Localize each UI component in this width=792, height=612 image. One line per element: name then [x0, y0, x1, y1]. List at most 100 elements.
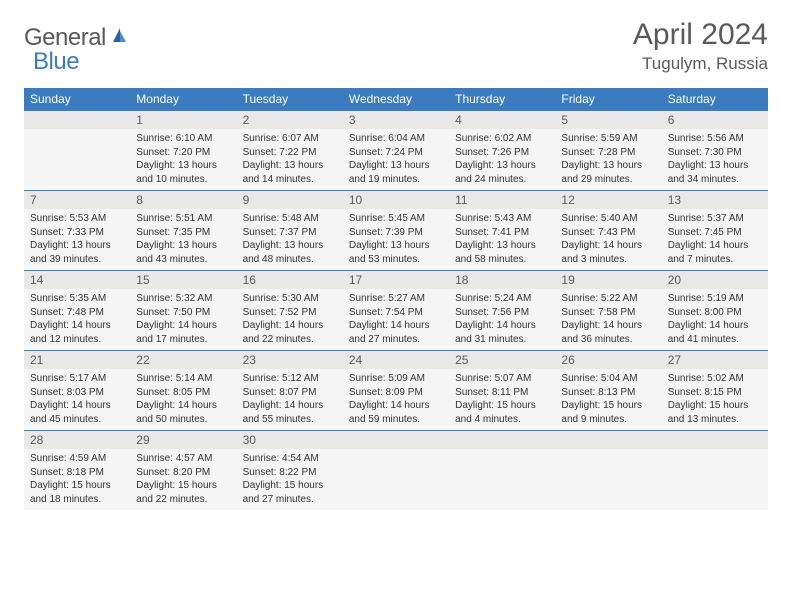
sunset-text: Sunset: 7:45 PM — [668, 226, 762, 240]
day-number-cell: 27 — [662, 351, 768, 370]
sunrise-text: Sunrise: 5:43 AM — [455, 212, 549, 226]
daylight-text: Daylight: 15 hours and 13 minutes. — [668, 399, 762, 426]
daylight-text: Daylight: 14 hours and 12 minutes. — [30, 319, 124, 346]
day-number-cell: 18 — [449, 271, 555, 290]
sunset-text: Sunset: 8:11 PM — [455, 386, 549, 400]
day-number-cell: 12 — [555, 191, 661, 210]
weekday-header: Sunday — [24, 88, 130, 111]
sunset-text: Sunset: 7:41 PM — [455, 226, 549, 240]
daylight-text: Daylight: 13 hours and 19 minutes. — [349, 159, 443, 186]
daylight-text: Daylight: 14 hours and 55 minutes. — [243, 399, 337, 426]
sunrise-text: Sunrise: 6:07 AM — [243, 132, 337, 146]
day-number-cell: 10 — [343, 191, 449, 210]
day-number-cell: 30 — [237, 431, 343, 450]
weekday-header: Wednesday — [343, 88, 449, 111]
sunrise-text: Sunrise: 5:32 AM — [136, 292, 230, 306]
calendar-table: Sunday Monday Tuesday Wednesday Thursday… — [24, 88, 768, 510]
sunrise-text: Sunrise: 5:48 AM — [243, 212, 337, 226]
daylight-text: Daylight: 14 hours and 36 minutes. — [561, 319, 655, 346]
daylight-text: Daylight: 15 hours and 22 minutes. — [136, 479, 230, 506]
day-content-cell: Sunrise: 5:40 AMSunset: 7:43 PMDaylight:… — [555, 209, 661, 271]
day-number-cell: 11 — [449, 191, 555, 210]
sunrise-text: Sunrise: 5:35 AM — [30, 292, 124, 306]
day-content-row: Sunrise: 6:10 AMSunset: 7:20 PMDaylight:… — [24, 129, 768, 191]
day-content-cell: Sunrise: 5:56 AMSunset: 7:30 PMDaylight:… — [662, 129, 768, 191]
day-content-cell: Sunrise: 5:24 AMSunset: 7:56 PMDaylight:… — [449, 289, 555, 351]
weekday-header: Friday — [555, 88, 661, 111]
sunset-text: Sunset: 7:58 PM — [561, 306, 655, 320]
sunset-text: Sunset: 8:05 PM — [136, 386, 230, 400]
sunset-text: Sunset: 8:22 PM — [243, 466, 337, 480]
day-content-cell — [24, 129, 130, 191]
sunset-text: Sunset: 7:33 PM — [30, 226, 124, 240]
sunset-text: Sunset: 7:39 PM — [349, 226, 443, 240]
sunset-text: Sunset: 7:35 PM — [136, 226, 230, 240]
day-content-cell: Sunrise: 5:07 AMSunset: 8:11 PMDaylight:… — [449, 369, 555, 431]
day-content-row: Sunrise: 4:59 AMSunset: 8:18 PMDaylight:… — [24, 449, 768, 510]
day-number-cell: 14 — [24, 271, 130, 290]
day-content-cell: Sunrise: 6:04 AMSunset: 7:24 PMDaylight:… — [343, 129, 449, 191]
daylight-text: Daylight: 13 hours and 58 minutes. — [455, 239, 549, 266]
day-content-cell: Sunrise: 5:19 AMSunset: 8:00 PMDaylight:… — [662, 289, 768, 351]
sunrise-text: Sunrise: 5:51 AM — [136, 212, 230, 226]
day-number-cell: 7 — [24, 191, 130, 210]
sunset-text: Sunset: 8:07 PM — [243, 386, 337, 400]
sunrise-text: Sunrise: 4:54 AM — [243, 452, 337, 466]
day-number-cell: 2 — [237, 111, 343, 130]
day-number-cell: 1 — [130, 111, 236, 130]
day-number-cell: 21 — [24, 351, 130, 370]
weekday-header: Thursday — [449, 88, 555, 111]
day-content-cell: Sunrise: 5:27 AMSunset: 7:54 PMDaylight:… — [343, 289, 449, 351]
sunrise-text: Sunrise: 5:53 AM — [30, 212, 124, 226]
daylight-text: Daylight: 15 hours and 27 minutes. — [243, 479, 337, 506]
daylight-text: Daylight: 14 hours and 7 minutes. — [668, 239, 762, 266]
sunrise-text: Sunrise: 5:14 AM — [136, 372, 230, 386]
day-content-cell: Sunrise: 6:02 AMSunset: 7:26 PMDaylight:… — [449, 129, 555, 191]
sunrise-text: Sunrise: 6:10 AM — [136, 132, 230, 146]
location-text: Tugulym, Russia — [633, 54, 768, 74]
weekday-header-row: Sunday Monday Tuesday Wednesday Thursday… — [24, 88, 768, 111]
day-number-cell: 29 — [130, 431, 236, 450]
weekday-header: Tuesday — [237, 88, 343, 111]
sail-icon — [109, 26, 129, 51]
day-number-cell — [555, 431, 661, 450]
day-number-cell: 13 — [662, 191, 768, 210]
day-content-cell — [449, 449, 555, 510]
weekday-header: Saturday — [662, 88, 768, 111]
daylight-text: Daylight: 14 hours and 27 minutes. — [349, 319, 443, 346]
sunrise-text: Sunrise: 5:45 AM — [349, 212, 443, 226]
sunrise-text: Sunrise: 5:59 AM — [561, 132, 655, 146]
sunset-text: Sunset: 7:22 PM — [243, 146, 337, 160]
day-number-cell: 22 — [130, 351, 236, 370]
day-content-cell — [662, 449, 768, 510]
day-number-cell: 25 — [449, 351, 555, 370]
sunset-text: Sunset: 7:24 PM — [349, 146, 443, 160]
day-number-cell — [24, 111, 130, 130]
daylight-text: Daylight: 14 hours and 59 minutes. — [349, 399, 443, 426]
sunset-text: Sunset: 7:37 PM — [243, 226, 337, 240]
sunset-text: Sunset: 7:43 PM — [561, 226, 655, 240]
day-number-cell: 20 — [662, 271, 768, 290]
sunrise-text: Sunrise: 6:02 AM — [455, 132, 549, 146]
day-number-cell: 6 — [662, 111, 768, 130]
day-number-cell: 8 — [130, 191, 236, 210]
daylight-text: Daylight: 13 hours and 24 minutes. — [455, 159, 549, 186]
daylight-text: Daylight: 15 hours and 4 minutes. — [455, 399, 549, 426]
day-number-cell — [449, 431, 555, 450]
day-number-cell: 3 — [343, 111, 449, 130]
day-number-cell: 15 — [130, 271, 236, 290]
day-number-row: 123456 — [24, 111, 768, 130]
sunrise-text: Sunrise: 4:59 AM — [30, 452, 124, 466]
sunset-text: Sunset: 7:26 PM — [455, 146, 549, 160]
day-number-cell: 19 — [555, 271, 661, 290]
daylight-text: Daylight: 14 hours and 17 minutes. — [136, 319, 230, 346]
sunrise-text: Sunrise: 5:19 AM — [668, 292, 762, 306]
sunrise-text: Sunrise: 4:57 AM — [136, 452, 230, 466]
day-number-cell — [343, 431, 449, 450]
day-content-cell — [343, 449, 449, 510]
sunset-text: Sunset: 7:50 PM — [136, 306, 230, 320]
sunrise-text: Sunrise: 5:22 AM — [561, 292, 655, 306]
day-content-cell: Sunrise: 5:53 AMSunset: 7:33 PMDaylight:… — [24, 209, 130, 271]
day-content-cell: Sunrise: 5:04 AMSunset: 8:13 PMDaylight:… — [555, 369, 661, 431]
brand-text-2-wrap: Blue — [33, 48, 79, 76]
